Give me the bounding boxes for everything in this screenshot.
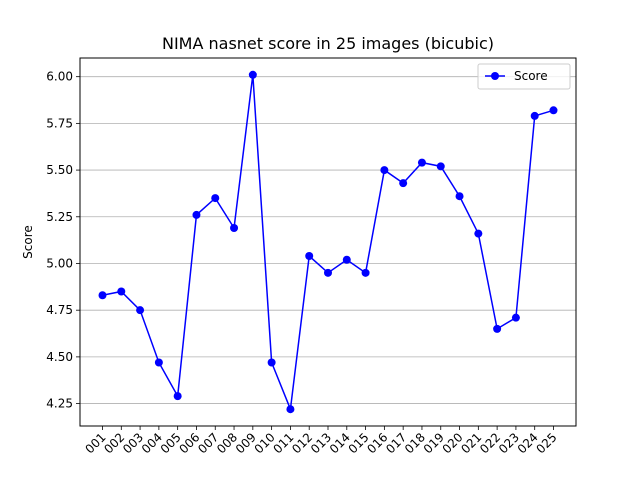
data-point <box>230 223 239 232</box>
y-tick-label: 5.50 <box>46 163 73 177</box>
legend-marker <box>491 72 499 80</box>
legend: Score <box>477 63 571 90</box>
data-point <box>98 291 107 300</box>
y-axis-ticks: 4.25 4.50 4.75 5.00 5.25 5.50 5.75 6.00 <box>46 70 80 411</box>
data-point <box>436 162 445 171</box>
data-point <box>136 306 145 315</box>
y-tick-label: 4.75 <box>46 303 73 317</box>
data-point <box>530 111 539 120</box>
legend-label-score: Score <box>514 69 548 83</box>
data-point <box>267 358 276 367</box>
data-point <box>361 268 370 277</box>
y-tick-label: 5.25 <box>46 210 73 224</box>
chart-title: NIMA nasnet score in 25 images (bicubic) <box>162 34 494 53</box>
y-axis-label: Score <box>21 225 35 259</box>
data-point <box>305 252 314 261</box>
data-point <box>117 287 126 296</box>
data-point <box>511 313 520 322</box>
data-point <box>324 268 332 277</box>
y-tick-label: 5.75 <box>46 116 73 130</box>
legend-box <box>477 63 571 90</box>
data-point <box>493 324 502 333</box>
gridlines <box>80 76 576 404</box>
data-point <box>192 210 201 219</box>
data-point <box>399 179 408 188</box>
data-point <box>417 158 426 167</box>
y-tick-label: 4.25 <box>46 397 73 411</box>
y-tick-label: 5.00 <box>46 256 73 270</box>
data-point <box>549 106 558 115</box>
y-tick-label: 6.00 <box>46 70 73 84</box>
series-score <box>98 70 558 414</box>
data-point <box>173 392 182 401</box>
data-point <box>211 194 220 203</box>
data-point <box>455 192 464 201</box>
data-point <box>474 229 483 238</box>
data-point <box>380 166 389 175</box>
data-point <box>248 70 257 79</box>
data-point <box>154 358 163 367</box>
data-point <box>342 255 351 264</box>
y-tick-label: 4.50 <box>46 350 73 364</box>
data-point <box>286 405 295 414</box>
